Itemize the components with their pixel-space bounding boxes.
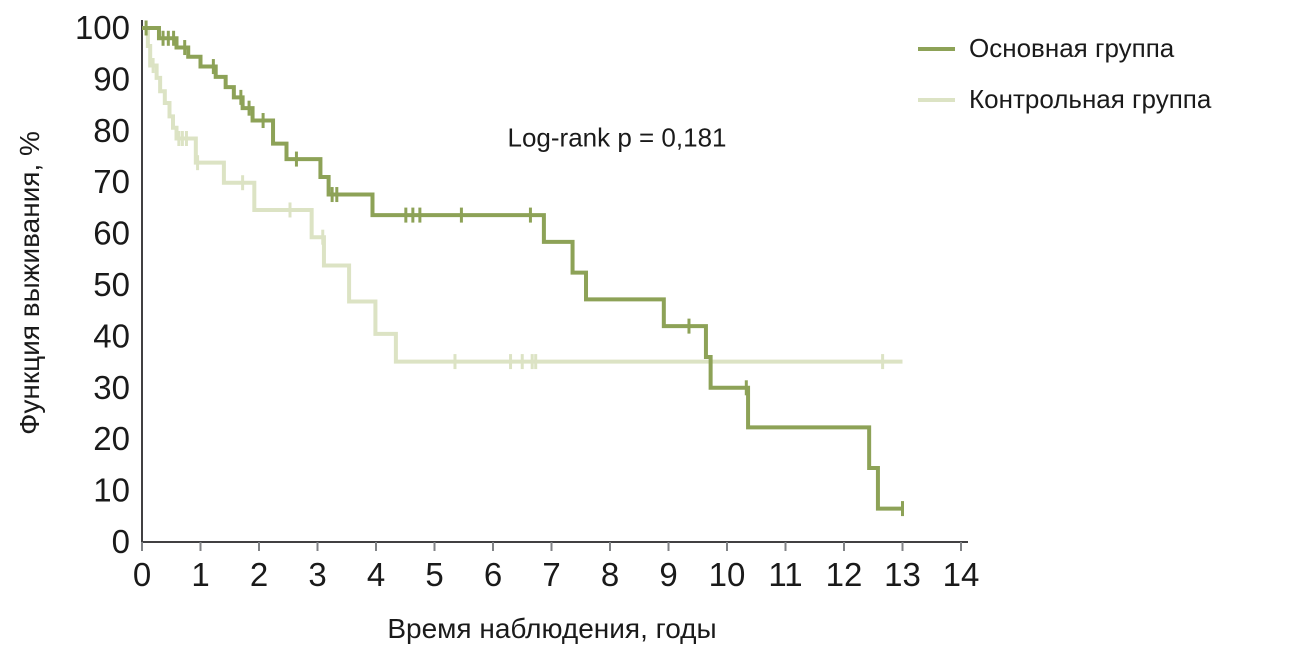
x-tick-label: 13 (884, 556, 921, 593)
legend-label-main-group: Основная группа (969, 33, 1175, 63)
x-tick-label: 7 (542, 556, 560, 593)
y-tick-label: 80 (93, 112, 130, 149)
x-tick-label: 12 (826, 556, 863, 593)
legend-item-control-group: Контрольная группа (918, 84, 1211, 115)
x-tick-label: 3 (308, 556, 326, 593)
y-tick-label: 100 (75, 9, 130, 46)
log-rank-annotation: Log-rank p = 0,181 (507, 122, 727, 153)
y-axis-title: Функция выживания, % (14, 131, 45, 435)
x-tick-label: 2 (250, 556, 268, 593)
x-tick-label: 10 (709, 556, 746, 593)
x-tick-label: 1 (191, 556, 209, 593)
x-tick-label: 6 (484, 556, 502, 593)
y-tick-label: 60 (93, 215, 130, 252)
y-tick-label: 0 (112, 523, 130, 560)
x-tick-label: 5 (425, 556, 443, 593)
curve-main-group (142, 26, 903, 511)
x-tick-label: 11 (768, 556, 802, 593)
x-tick-label: 14 (943, 556, 980, 593)
y-tick-label: 50 (93, 266, 130, 303)
x-tick-label: 9 (659, 556, 677, 593)
y-tick-label: 10 (93, 472, 130, 509)
y-tick-label: 30 (93, 369, 130, 406)
legend-label-control-group: Контрольная группа (969, 84, 1212, 114)
y-tick-label: 20 (93, 420, 130, 457)
legend-item-main-group: Основная группа (918, 33, 1211, 64)
x-tick-label: 4 (367, 556, 385, 593)
x-tick-label: 8 (601, 556, 619, 593)
legend-swatch-main-group (918, 46, 955, 51)
curve-control-group (142, 26, 903, 364)
y-tick-label: 40 (93, 317, 130, 354)
x-axis-title: Время наблюдения, годы (387, 613, 717, 644)
legend-swatch-control-group (918, 97, 955, 102)
x-tick-label: 0 (133, 556, 151, 593)
y-tick-label: 70 (93, 163, 130, 200)
y-tick-label: 90 (93, 60, 130, 97)
legend: Основная группа Контрольная группа (918, 33, 1211, 115)
